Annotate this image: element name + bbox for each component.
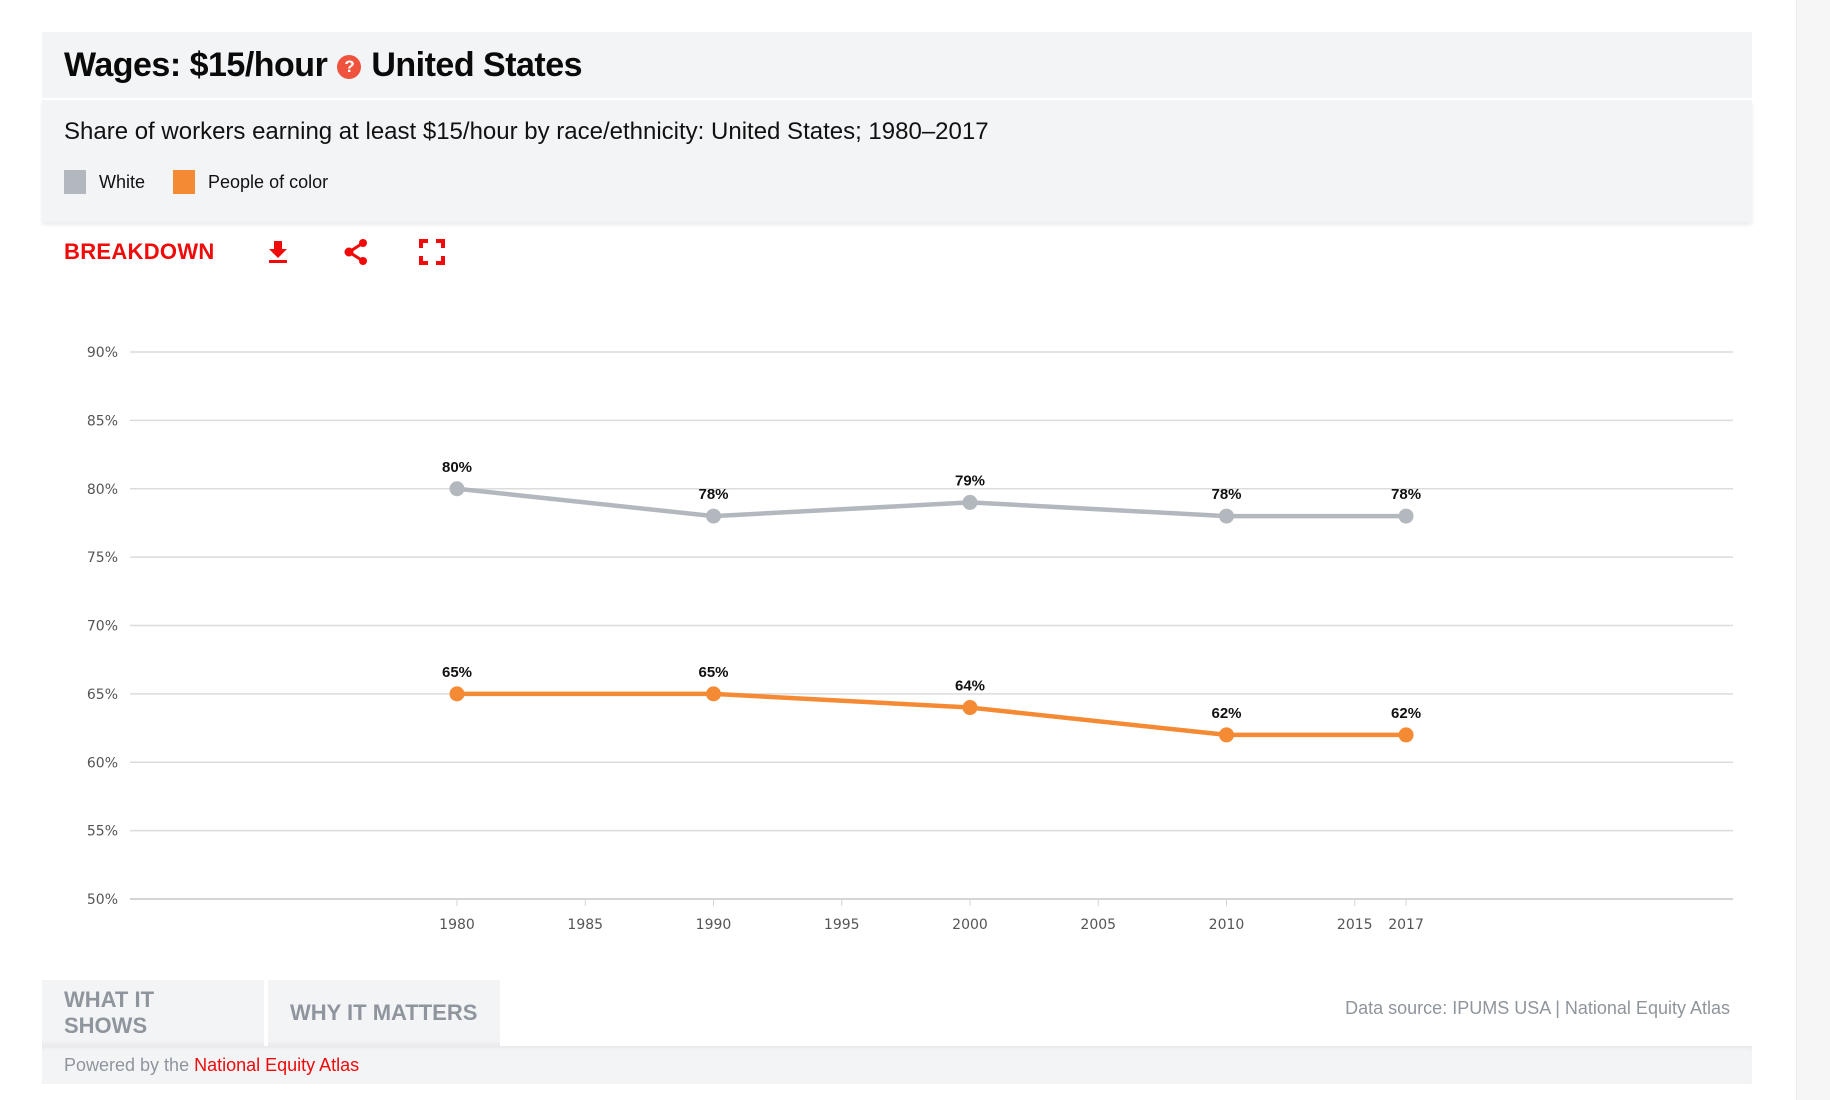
fullscreen-icon[interactable]: [418, 238, 445, 266]
powered-by-text: Powered by the: [64, 1054, 190, 1075]
data-point[interactable]: [449, 686, 465, 702]
y-tick-label: 55%: [87, 824, 118, 840]
legend-swatch-people-of-color: [173, 170, 196, 194]
chart-card: Wages: $15/hour ? United States Share of…: [42, 32, 1752, 222]
data-label: 64%: [955, 678, 985, 695]
y-axis-labels: 50% 55% 60% 65% 70% 75% 80% 85% 90%: [87, 345, 118, 908]
breakdown-button[interactable]: BREAKDOWN: [64, 239, 215, 264]
x-axis: 1980 1985 1990 1995 2000 2005 2010 2015 2017: [439, 900, 1424, 933]
data-source-text: Data source: IPUMS USA | National Equity…: [1345, 998, 1730, 1018]
page-title: Wages: $15/hour ? United States: [64, 45, 583, 85]
data-label: 80%: [442, 459, 472, 476]
subtitle-band: Share of workers earning at least $15/ho…: [42, 100, 1752, 222]
x-tick-label: 2000: [952, 917, 988, 933]
title-band: Wages: $15/hour ? United States: [42, 32, 1752, 98]
chart-subtitle: Share of workers earning at least $15/ho…: [64, 118, 989, 145]
chart-toolbar: BREAKDOWN: [64, 238, 445, 266]
data-point[interactable]: [706, 508, 721, 524]
data-source: Data source: IPUMS USA | National Equity…: [1345, 998, 1730, 1019]
share-icon[interactable]: [343, 238, 369, 266]
data-label: 78%: [1391, 486, 1421, 503]
national-equity-atlas-link[interactable]: National Equity Atlas: [194, 1054, 360, 1075]
x-tick-label: 1990: [696, 917, 732, 933]
title-indicator: Wages: $15/hour: [64, 45, 328, 84]
x-tick-label: 2017: [1388, 917, 1424, 933]
x-tick-label: 1985: [567, 917, 603, 933]
series-line: [457, 691, 1407, 738]
x-tick-label: 2010: [1209, 917, 1245, 933]
gridlines: [130, 351, 1733, 900]
data-label: 62%: [1391, 705, 1421, 722]
series-people-of-color: 65% 65% 64% 62% 62%: [442, 664, 1421, 743]
data-point[interactable]: [962, 494, 978, 510]
y-tick-label: 50%: [87, 892, 118, 908]
data-label: 79%: [955, 472, 985, 489]
legend-item-people-of-color[interactable]: People of color: [173, 170, 328, 194]
series-group: 80% 78% 79% 78% 78% 65% 65% 64% 62% 62%: [442, 459, 1421, 743]
legend-swatch-white: [64, 170, 86, 194]
x-tick-label: 1980: [439, 917, 475, 933]
question-circle-icon[interactable]: ?: [337, 55, 362, 79]
y-tick-label: 65%: [87, 687, 118, 703]
x-tick-label: 2015: [1337, 917, 1373, 933]
series-white: 80% 78% 79% 78% 78%: [442, 459, 1421, 524]
y-tick-label: 60%: [87, 755, 118, 771]
series-line: [456, 486, 1407, 519]
page-scrollbar[interactable]: [1796, 0, 1830, 1100]
data-point[interactable]: [1398, 727, 1414, 743]
data-point[interactable]: [706, 686, 721, 702]
footer: Powered by the National Equity Atlas: [42, 1046, 1752, 1084]
x-tick-label: 2005: [1080, 917, 1116, 933]
title-geography: United States: [371, 45, 583, 84]
y-tick-label: 85%: [87, 413, 118, 429]
y-tick-label: 75%: [87, 550, 118, 566]
y-tick-label: 90%: [87, 345, 118, 361]
x-tick-label: 1995: [824, 917, 860, 933]
data-point[interactable]: [1219, 727, 1234, 743]
tab-why-it-matters[interactable]: WHY IT MATTERS: [268, 980, 500, 1046]
tab-what-it-shows[interactable]: WHAT IT SHOWS: [42, 980, 264, 1046]
data-label: 65%: [698, 664, 728, 681]
download-icon[interactable]: [265, 238, 291, 266]
data-label: 65%: [442, 664, 472, 681]
data-label: 78%: [698, 486, 728, 503]
legend-label: White: [99, 171, 146, 192]
y-tick-label: 70%: [87, 619, 118, 635]
data-point[interactable]: [962, 700, 978, 716]
info-tabs: WHAT IT SHOWS WHY IT MATTERS: [42, 980, 504, 1046]
data-point[interactable]: [1398, 508, 1414, 524]
legend: White People of color: [64, 170, 1730, 194]
legend-label: People of color: [208, 171, 329, 192]
data-label: 62%: [1211, 705, 1241, 722]
y-tick-label: 80%: [87, 482, 118, 498]
data-point[interactable]: [449, 481, 465, 497]
data-label: 78%: [1211, 486, 1241, 503]
legend-item-white[interactable]: White: [64, 170, 145, 194]
data-point[interactable]: [1219, 508, 1234, 524]
